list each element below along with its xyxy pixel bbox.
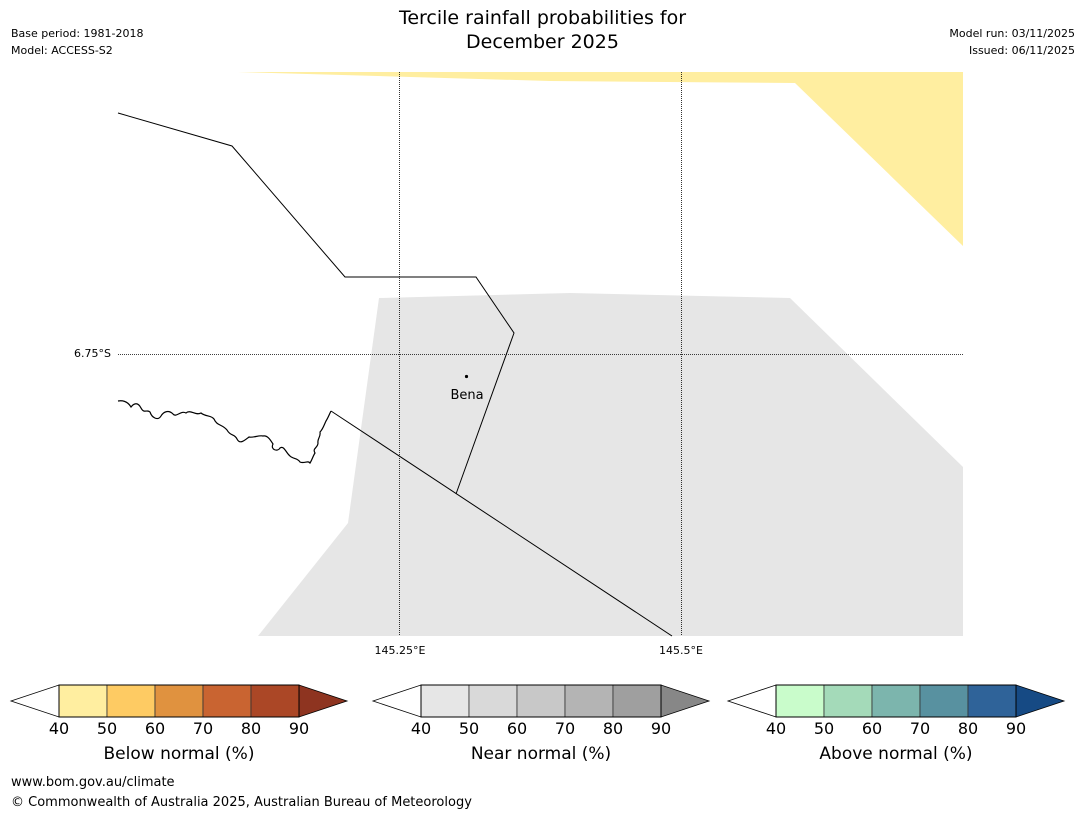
legend-cell [420,684,470,718]
legend-cell [250,684,300,718]
legend-extend-low [726,684,777,718]
legend-cell [468,684,518,718]
footer-copyright: © Commonwealth of Australia 2025, Austra… [11,795,472,810]
river-line [117,400,332,465]
legend-extend-low [371,684,422,718]
legend-cell [58,684,108,718]
lon-label: 145.25°E [374,644,426,657]
legend-above: 40 50 60 70 80 90 [726,684,1066,738]
legend-cell [823,684,873,718]
footer-url: www.bom.gov.au/climate [11,775,175,790]
below-normal-region [238,72,963,246]
legend-extend-high [298,684,349,718]
boundary-line [330,410,673,637]
town-marker [464,374,469,379]
page-title: Tercile rainfall probabilities for Decem… [0,6,1085,54]
legend-tick-label: 50 [814,719,834,738]
legend-tick-label: 90 [289,719,309,738]
model-name: Model: ACCESS-S2 [11,44,113,57]
legend-tick-label: 50 [97,719,117,738]
legend-tick-label: 90 [651,719,671,738]
legend-below: 40 50 60 70 80 90 [9,684,349,738]
legend-title-below: Below normal (%) [103,744,255,764]
legend-tick-label: 40 [49,719,69,738]
legend-extend-high [660,684,711,718]
legend-tick-label: 80 [603,719,623,738]
legend-cell [612,684,662,718]
legend-tick-label: 50 [459,719,479,738]
legend-tick-label: 70 [193,719,213,738]
legend-tick-label: 70 [555,719,575,738]
issued-date: Issued: 06/11/2025 [968,44,1075,57]
legend-frame [420,684,662,718]
legend-tick-label: 60 [862,719,882,738]
legend-tick-label: 40 [411,719,431,738]
legend-tick-label: 80 [958,719,978,738]
lon-label: 145.5°E [659,644,703,657]
place-label-bena: Bena [450,388,484,403]
lat-label: 6.75°S [74,347,111,360]
legend-frame [775,684,1017,718]
legend-tick-label: 80 [241,719,261,738]
legend-tick-label: 60 [507,719,527,738]
legend-near: 40 50 60 70 80 90 [371,684,711,738]
boundary-line [117,112,515,495]
legend-cell [775,684,825,718]
legend-extend-low [9,684,60,718]
legend-title-above: Above normal (%) [819,744,973,764]
near-normal-region [258,293,963,636]
legend-tick-label: 70 [910,719,930,738]
base-period: Base period: 1981-2018 [11,27,144,40]
legend-frame [58,684,300,718]
legend-cell [871,684,921,718]
legend-tick-label: 60 [145,719,165,738]
legend-cell [967,684,1017,718]
legend-extend-high [1015,684,1066,718]
legend-tick-label: 40 [766,719,786,738]
legend-tick-label: 90 [1006,719,1026,738]
legend-cell [919,684,969,718]
title-line-2: December 2025 [466,31,619,53]
legend-cell [564,684,614,718]
legend-cell [202,684,252,718]
title-line-1: Tercile rainfall probabilities for [398,7,687,29]
legend-cell [106,684,156,718]
legend-cell [154,684,204,718]
legend-cell [516,684,566,718]
legend-title-near: Near normal (%) [470,744,612,764]
model-run: Model run: 03/11/2025 [949,27,1075,40]
